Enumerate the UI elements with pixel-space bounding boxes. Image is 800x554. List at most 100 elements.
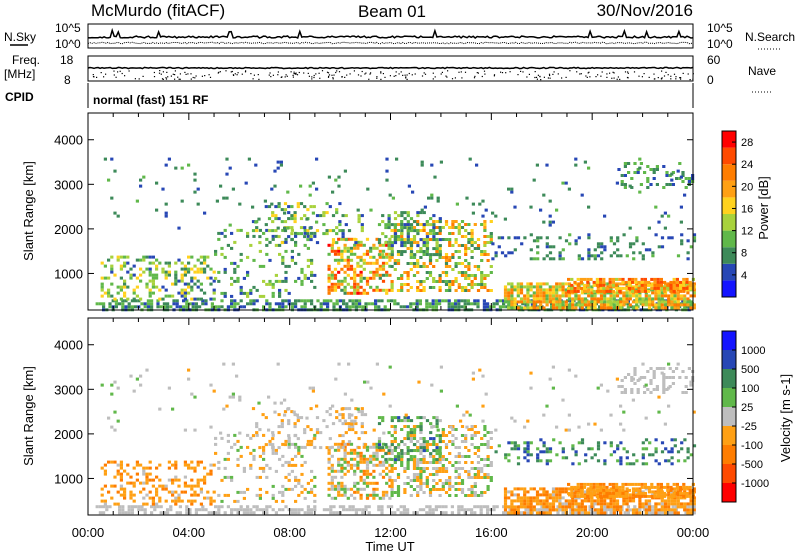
velocity-echo-cell — [273, 401, 277, 405]
power-echo-cell — [464, 244, 468, 247]
power-echo-cell — [183, 282, 187, 286]
velocity-echo-cell — [365, 493, 370, 497]
power-echo-cell — [346, 246, 350, 250]
power-echo-cell — [270, 202, 274, 206]
power-echo-cell — [457, 232, 461, 235]
power-echo-cell — [223, 291, 227, 295]
velocity-echo-cell — [545, 493, 549, 497]
power-echo-cell — [418, 299, 422, 303]
power-echo-cell — [390, 286, 394, 289]
power-echo-cell — [225, 196, 229, 200]
power-echo-cell — [425, 232, 429, 235]
power-echo-cell — [199, 267, 203, 271]
velocity-echo-cell — [545, 511, 549, 515]
velocity-echo-cell — [679, 496, 684, 500]
power-echo-cell — [519, 297, 524, 301]
nave-dot — [162, 71, 164, 73]
velocity-echo-cell — [660, 450, 665, 454]
power-echo-cell — [334, 178, 338, 182]
velocity-echo-cell — [595, 488, 599, 492]
power-echo-cell — [686, 257, 690, 261]
velocity-echo-cell — [635, 459, 639, 463]
power-echo-cell — [151, 279, 155, 283]
power-echo-cell — [378, 243, 382, 247]
velocity-echo-cell — [315, 404, 319, 408]
velocity-echo-cell — [476, 446, 481, 449]
velocity-echo-cell — [579, 491, 583, 495]
power-echo-cell — [139, 258, 143, 262]
power-echo-cell — [676, 294, 680, 298]
velocity-echo-cell — [513, 505, 517, 509]
power-echo-cell — [278, 291, 282, 295]
velocity-echo-cell — [666, 485, 670, 489]
nave-dot — [663, 75, 666, 77]
power-echo-cell — [657, 300, 661, 304]
power-echo-cell — [340, 288, 344, 292]
power-echo-cell — [343, 270, 347, 274]
power-echo-cell — [465, 196, 469, 200]
power-echo-cell — [631, 280, 635, 284]
power-echo-cell — [507, 294, 511, 298]
power-echo-cell — [550, 302, 554, 306]
velocity-echo-cell — [503, 490, 508, 494]
power-echo-cell — [686, 291, 690, 295]
velocity-echo-cell — [214, 451, 218, 455]
velocity-echo-cell — [404, 413, 408, 417]
velocity-echo-cell — [464, 446, 468, 449]
velocity-echo-cell — [606, 505, 610, 509]
velocity-echo-cell — [467, 473, 471, 476]
velocity-echo-cell — [669, 485, 673, 489]
velocity-echo-cell — [217, 493, 221, 497]
velocity-echo-cell — [625, 508, 629, 512]
velocity-echo-cell — [110, 496, 114, 500]
velocity-echo-cell — [406, 449, 410, 453]
velocity-echo-cell — [393, 437, 397, 440]
velocity-echo-cell — [670, 447, 674, 451]
velocity-echo-cell — [178, 511, 182, 515]
velocity-echo-cell — [641, 462, 645, 466]
power-echo-cell — [626, 302, 630, 306]
power-echo-cell — [353, 279, 357, 283]
velocity-echo-cell — [616, 444, 620, 448]
power-echo-cell — [457, 250, 461, 253]
power-echo-cell — [185, 302, 189, 306]
nave-dot — [535, 76, 538, 78]
velocity-echo-cell — [313, 445, 317, 449]
power-echo-cell — [322, 299, 326, 303]
power-echo-cell — [180, 273, 184, 277]
velocity-echo-cell — [121, 505, 125, 509]
velocity-echo-cell — [174, 466, 178, 470]
power-echo-cell — [391, 196, 395, 200]
power-echo-cell — [419, 238, 423, 242]
power-echo-cell — [162, 302, 166, 306]
power-echo-cell — [454, 265, 458, 268]
velocity-echo-cell — [365, 472, 370, 476]
power-echo-cell — [338, 299, 342, 303]
velocity-echo-cell — [539, 508, 543, 512]
power-echo-cell — [110, 255, 114, 259]
power-echo-cell — [464, 253, 468, 256]
velocity-echo-cell — [412, 434, 417, 437]
power-echo-cell — [203, 291, 207, 295]
power-echo-cell — [167, 157, 171, 161]
power-echo-cell — [349, 291, 354, 295]
nave-dot — [257, 74, 259, 76]
velocity-echo-cell — [363, 413, 368, 417]
velocity-echo-cell — [513, 499, 517, 503]
velocity-echo-cell — [615, 499, 620, 503]
power-echo-cell — [486, 235, 490, 238]
power-echo-cell — [444, 289, 449, 292]
velocity-echo-cell — [343, 448, 347, 452]
velocity-echo-cell — [155, 493, 159, 497]
power-echo-cell — [464, 223, 468, 226]
power-echo-cell — [327, 285, 331, 289]
velocity-echo-cell — [264, 416, 268, 420]
velocity-echo-cell — [416, 416, 420, 420]
velocity-echo-cell — [267, 395, 271, 399]
power-echo-cell — [264, 223, 268, 227]
power-echo-cell — [516, 294, 520, 298]
power-echo-cell — [121, 299, 125, 303]
power-echo-cell — [422, 289, 426, 292]
power-echo-cell — [310, 302, 314, 306]
power-echo-cell — [602, 280, 606, 284]
